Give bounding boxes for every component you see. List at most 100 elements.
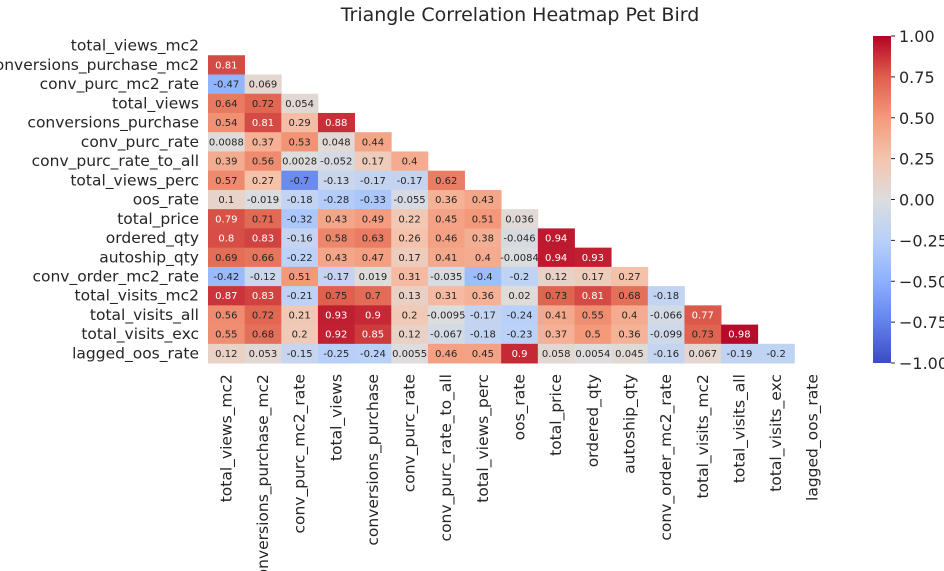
cell-value-label: -0.47: [213, 80, 239, 91]
cell-value-label: 0.36: [618, 330, 640, 341]
cell-value-label: 0.29: [288, 118, 310, 129]
heatmap-cell: [208, 55, 246, 75]
cell-value-label: 0.58: [325, 234, 347, 245]
heatmap-cell: [427, 266, 465, 287]
cell-value-label: -0.019: [247, 195, 279, 206]
heatmap-cell: [391, 305, 429, 325]
heatmap-cell: [427, 189, 465, 210]
heatmap-cell: [464, 305, 502, 325]
heatmap-cell: [208, 189, 246, 210]
heatmap-cell: [427, 228, 465, 249]
heatmap-cell: [391, 209, 429, 229]
cell-value-label: 0.7: [365, 291, 381, 302]
cell-value-label: 0.058: [542, 349, 571, 360]
heatmap-cell: [537, 343, 575, 364]
y-tick-label: total_views: [112, 94, 199, 113]
heatmap-cell: [464, 209, 502, 229]
y-tick-label: total_visits_mc2: [75, 287, 199, 306]
y-tick-label: conv_purc_mc2_rate: [40, 75, 199, 94]
heatmap-cell: [684, 324, 722, 345]
y-tick-label: lagged_oos_rate: [72, 344, 199, 363]
heatmap-cell: [611, 305, 649, 325]
colorbar-ticks: 1.00 0.75 0.50 0.25 0.00 −0.25 −0.50 −0.75 −1.00: [891, 27, 944, 373]
x-tick-label: conv_order_mc2_rate: [657, 374, 676, 541]
heatmap-cell: [391, 151, 429, 172]
heatmap-cell: [244, 247, 282, 268]
heatmap-cell: [391, 266, 429, 287]
cell-value-label: -0.21: [287, 291, 313, 302]
cell-value-label: 0.83: [252, 234, 274, 245]
cell-value-label: 0.27: [618, 272, 640, 283]
heatmap-cell: [244, 266, 282, 287]
heatmap-cell: [208, 305, 246, 325]
cell-value-label: 0.4: [622, 310, 638, 321]
cell-value-label: 0.57: [215, 176, 237, 187]
x-tick-label: total_visits_mc2: [694, 374, 713, 498]
heatmap-cell: [244, 189, 282, 210]
cell-value-label: -0.17: [360, 176, 386, 187]
heatmap-cell: [354, 151, 392, 172]
cell-value-label: 0.5: [585, 330, 601, 341]
heatmap-cell: [317, 305, 355, 325]
cell-value-label: 0.02: [508, 291, 530, 302]
x-tick-label: total_views: [327, 374, 346, 461]
cell-value-label: -0.052: [320, 157, 352, 168]
colorbar-tick-label: 0.00: [899, 191, 935, 210]
cell-value-label: -0.035: [430, 272, 462, 283]
cell-value-label: 0.55: [215, 330, 237, 341]
cell-value-label: -0.2: [510, 272, 530, 283]
heatmap-cell: [244, 343, 282, 364]
heatmap-cell: [464, 286, 502, 306]
cell-value-label: 0.13: [398, 291, 420, 302]
heatmap-cell: [281, 324, 319, 345]
heatmap-cell: [281, 151, 319, 172]
cell-value-label: 0.31: [398, 272, 420, 283]
cell-value-label: 0.49: [362, 214, 384, 225]
heatmap-cell: [317, 209, 355, 229]
x-tick-label: lagged_oos_rate: [804, 374, 823, 501]
y-tick-label: autoship_qty: [99, 248, 199, 267]
heatmap-cell: [354, 170, 392, 191]
cell-value-label: 0.71: [252, 214, 274, 225]
cell-value-label: 0.067: [688, 349, 717, 360]
heatmap-cell: [391, 189, 429, 210]
x-tick-label: total_views_mc2: [217, 374, 236, 502]
heatmap-cell: [427, 170, 465, 191]
x-tick-label: conversions_purchase: [364, 374, 383, 546]
cell-value-label: 0.64: [215, 99, 237, 110]
heatmap-cell: [464, 189, 502, 210]
cell-value-label: -0.12: [250, 272, 276, 283]
cell-value-label: -0.7: [290, 176, 310, 187]
cell-value-label: -0.17: [397, 176, 423, 187]
heatmap-cell: [317, 151, 355, 172]
heatmap-cell: [244, 324, 282, 345]
cell-value-label: 0.46: [435, 349, 457, 360]
heatmap-cell: [354, 189, 392, 210]
heatmap-cell: [647, 305, 685, 325]
cell-value-label: -0.32: [287, 214, 313, 225]
x-tick-label: ordered_qty: [584, 374, 603, 467]
cell-value-label: 0.12: [398, 330, 420, 341]
heatmap-cell: [391, 324, 429, 345]
heatmap-cell: [317, 228, 355, 249]
heatmap-cell: [427, 247, 465, 268]
heatmap-cell: [281, 170, 319, 191]
cell-value-label: 0.37: [545, 330, 567, 341]
heatmap-cell: [244, 228, 282, 249]
x-tick-label: total_views_perc: [474, 374, 493, 503]
heatmap-cell: [574, 266, 612, 287]
heatmap-cell: [391, 343, 429, 364]
heatmap-cell: [281, 209, 319, 229]
heatmap-cell: [611, 324, 649, 345]
cell-value-label: 0.9: [512, 349, 528, 360]
heatmap-cell: [427, 324, 465, 345]
heatmap-cell: [501, 228, 539, 249]
cell-value-label: 0.048: [322, 137, 351, 148]
y-tick-label: conv_purc_rate_to_all: [32, 152, 199, 171]
colorbar-scale: [873, 36, 891, 363]
cell-value-label: -0.18: [653, 291, 679, 302]
heatmap-cell: [684, 343, 722, 364]
cell-value-label: -0.25: [323, 349, 349, 360]
cell-value-label: 0.51: [288, 272, 310, 283]
